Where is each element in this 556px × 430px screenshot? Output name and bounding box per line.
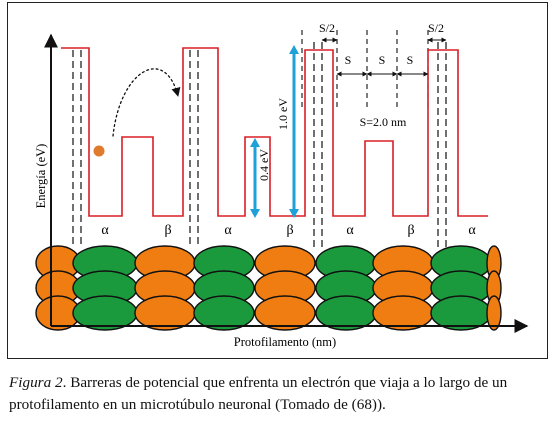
tubulin-protofilament [35,245,502,331]
caption-text: . Barreras de potencial que enfrenta un … [9,374,508,413]
spacing-dimension-label: S [345,53,352,67]
subunit-label: α [101,223,109,238]
subunit-label: α [468,223,476,238]
x-axis-label: Protofilamento (nm) [234,335,336,349]
alpha-tubulin-subunit [134,295,196,331]
height-arrow-head-up [250,138,260,147]
barrier-height-arrows [250,45,299,218]
beta-tubulin-subunit [315,295,377,331]
spacing-dimension-label: S/2 [428,21,444,35]
spacing-dimension-label: S/2 [319,21,335,35]
electron-dot [93,145,105,157]
height-arrow-head-up [289,45,299,54]
barrier-low-label: 0.4 eV [257,149,271,181]
height-arrow-head-down [289,209,299,218]
subunit-label: β [407,223,414,238]
beta-tubulin-subunit [193,295,255,331]
axes [44,33,529,333]
alpha-tubulin-subunit [372,295,434,331]
spacing-label: S=2.0 nm [360,115,407,129]
alpha-tubulin-subunit [254,295,316,331]
spacing-dimension-label: S [379,53,386,67]
electron-hop-arrow [112,68,181,137]
spacing-dimension-label: S [407,53,414,67]
caption-figure-number: Figura 2 [9,374,63,391]
subunit-label: β [164,223,171,238]
y-axis-label: Energía (eV) [34,144,48,209]
subunit-label: α [346,223,354,238]
spacing-dimensions: S S S S/2 S/2 [319,21,447,77]
dashed-separators [72,30,447,248]
potential-barrier-diagram: α β α β α β α 0.4 eV 1.0 eV S S S S/2 S/2 S=2.0 nm… [34,21,529,349]
subunit-label: β [286,223,293,238]
beta-tubulin-subunit [72,295,138,331]
height-arrow-head-down [250,209,260,218]
alpha-tubulin-subunit [486,295,502,331]
figure-caption: Figura 2. Barreras de potencial que enfr… [9,372,549,416]
beta-tubulin-subunit [430,295,492,331]
figure-frame [7,2,548,359]
subunit-label: α [224,223,232,238]
potential-energy-curve [61,47,488,217]
barrier-high-label: 1.0 eV [276,98,290,130]
